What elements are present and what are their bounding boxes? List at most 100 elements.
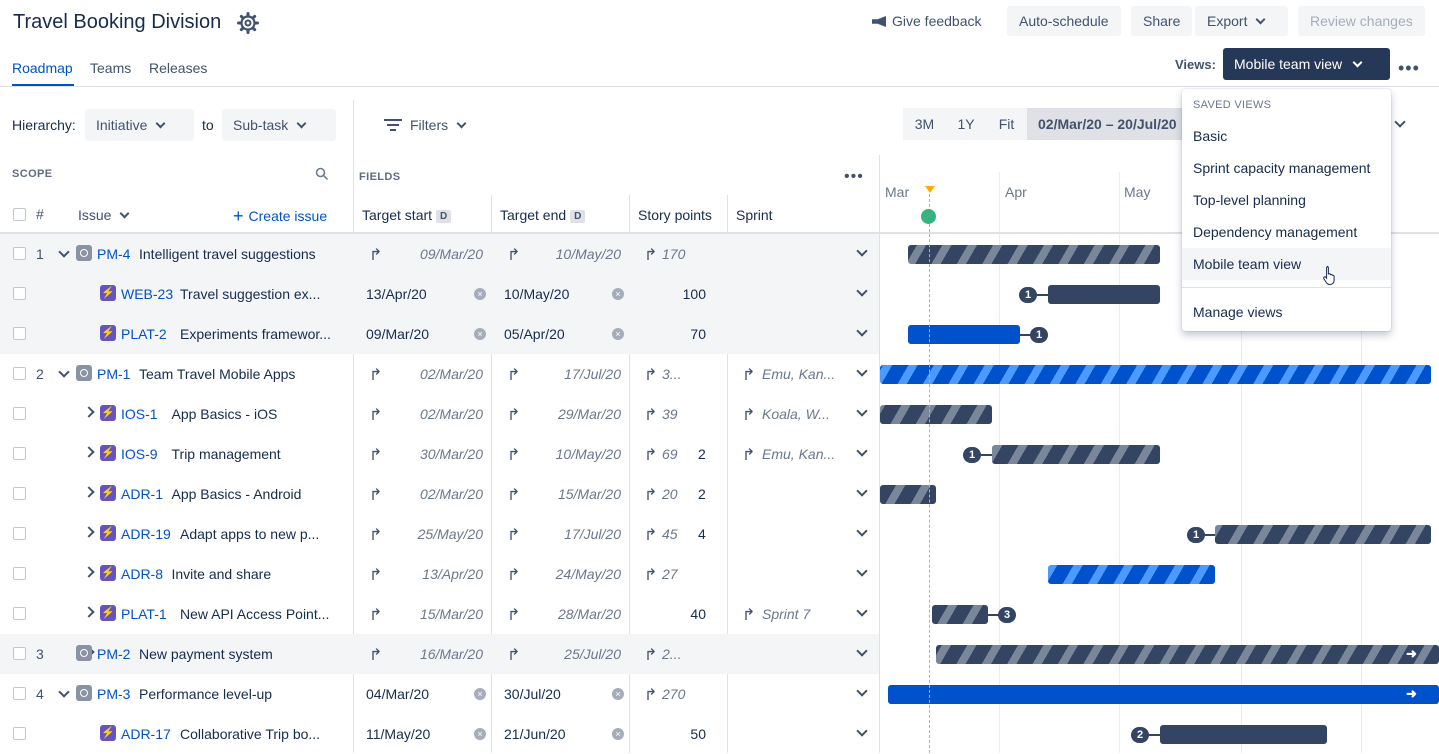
issue-key[interactable]: PM-3: [97, 686, 131, 702]
view-option-sprint-capacity[interactable]: Sprint capacity management: [1193, 160, 1371, 176]
issue-summary[interactable]: Experiments framewor...: [180, 326, 331, 342]
target-end-value[interactable]: 10/May/20: [555, 246, 621, 262]
search-icon[interactable]: [315, 167, 329, 186]
clear-icon[interactable]: ×: [474, 728, 486, 740]
target-end-value[interactable]: 24/May/20: [555, 566, 621, 582]
row-checkbox[interactable]: [13, 487, 26, 500]
story-points-value[interactable]: 40: [690, 606, 706, 622]
story-points-value[interactable]: 50: [690, 726, 706, 742]
clear-icon[interactable]: ×: [612, 688, 624, 700]
issue-key[interactable]: ADR-1: [121, 486, 164, 502]
issue-key[interactable]: ADR-19: [121, 526, 171, 542]
issue-summary[interactable]: App Basics - iOS: [171, 406, 278, 422]
sprint-value[interactable]: Emu, Kan...: [762, 446, 836, 462]
issue-summary[interactable]: Travel suggestion ex...: [180, 286, 321, 302]
target-start-value[interactable]: 04/Mar/20: [366, 686, 430, 702]
story-points-rollup[interactable]: 39: [662, 406, 678, 422]
target-start-value[interactable]: 09/Mar/20: [419, 246, 483, 262]
view-option-dependency[interactable]: Dependency management: [1193, 224, 1358, 240]
timeline-bar[interactable]: [908, 325, 1020, 344]
story-points-value[interactable]: 100: [682, 286, 706, 302]
zoom-3m[interactable]: 3M: [903, 108, 946, 140]
row-checkbox[interactable]: [13, 647, 26, 660]
zoom-fit[interactable]: Fit: [986, 108, 1027, 140]
target-end-value[interactable]: 15/Mar/20: [557, 486, 621, 502]
clear-icon[interactable]: ×: [474, 288, 486, 300]
target-start-value[interactable]: 11/May/20: [366, 726, 431, 742]
target-start-value[interactable]: 02/Mar/20: [419, 486, 483, 502]
issue-summary[interactable]: Collaborative Trip bo...: [180, 726, 321, 742]
story-points-rollup[interactable]: 2...: [662, 646, 682, 662]
target-end-value[interactable]: 05/Apr/20: [504, 326, 565, 342]
give-feedback-button[interactable]: Give feedback: [860, 6, 994, 36]
export-button[interactable]: Export: [1195, 6, 1288, 36]
fields-more-icon[interactable]: •••: [844, 168, 864, 185]
hierarchy-to-select[interactable]: Sub-task: [222, 109, 336, 141]
target-end-value[interactable]: 30/Jul/20: [504, 686, 561, 702]
target-start-value[interactable]: 13/Apr/20: [422, 566, 483, 582]
timeline-bar[interactable]: [936, 645, 1439, 664]
issue-key[interactable]: IOS-9: [121, 446, 158, 462]
target-start-value[interactable]: 02/Mar/20: [419, 406, 483, 422]
table-row[interactable]: ⚡ IOS-1 App Basics - iOS ↱ 02/Mar/20 ↱ 29/Mar/…: [0, 394, 1439, 434]
target-end-value[interactable]: 28/Mar/20: [557, 606, 621, 622]
target-start-value[interactable]: 09/Mar/20: [366, 326, 430, 342]
story-points-rollup[interactable]: 45: [662, 526, 678, 542]
dependency-badge[interactable]: 1: [1187, 527, 1205, 543]
zoom-1y[interactable]: 1Y: [946, 108, 986, 140]
target-start-value[interactable]: 13/Apr/20: [366, 286, 427, 302]
target-end-value[interactable]: 25/Jul/20: [564, 646, 621, 662]
issue-summary[interactable]: App Basics - Android: [171, 486, 302, 502]
target-end-value[interactable]: 10/May/20: [555, 446, 621, 462]
table-row[interactable]: 3 PM-2 New payment system ↱ 16/Mar/20 ↱ 25/Jul…: [0, 634, 1439, 674]
share-button[interactable]: Share: [1131, 6, 1193, 36]
issue-key[interactable]: PLAT-1: [121, 606, 167, 622]
manage-views-button[interactable]: Manage views: [1193, 304, 1283, 320]
issue-key[interactable]: PM-4: [97, 246, 131, 262]
target-end-value[interactable]: 29/Mar/20: [557, 406, 621, 422]
table-row[interactable]: ⚡ ADR-1 App Basics - Android ↱ 02/Mar/20 ↱ 15/…: [0, 474, 1439, 514]
sprint-value[interactable]: Sprint 7: [762, 606, 811, 622]
sprint-header[interactable]: Sprint: [736, 207, 773, 223]
auto-schedule-button[interactable]: Auto-schedule: [1007, 6, 1121, 36]
timeline-bar[interactable]: [888, 685, 1439, 704]
dependency-badge[interactable]: 1: [1030, 327, 1048, 343]
dependency-badge[interactable]: 2: [1131, 727, 1149, 743]
target-start-value[interactable]: 25/May/20: [417, 526, 483, 542]
issue-key[interactable]: ADR-8: [121, 566, 164, 582]
story-points-rollup[interactable]: 3...: [662, 366, 682, 382]
clear-icon[interactable]: ×: [612, 328, 624, 340]
view-option-basic[interactable]: Basic: [1193, 128, 1228, 144]
timeline-bar[interactable]: [932, 605, 988, 624]
row-checkbox[interactable]: [13, 247, 26, 260]
row-checkbox[interactable]: [13, 687, 26, 700]
row-checkbox[interactable]: [13, 287, 26, 300]
target-end-header[interactable]: Target end D: [500, 207, 586, 223]
story-points-value[interactable]: 2: [698, 486, 706, 502]
issue-summary[interactable]: Invite and share: [171, 566, 272, 582]
target-end-value[interactable]: 21/Jun/20: [504, 726, 566, 742]
story-points-value[interactable]: 2: [698, 446, 706, 462]
dependency-badge[interactable]: 1: [963, 447, 981, 463]
target-end-value[interactable]: 17/Jul/20: [564, 526, 621, 542]
issue-key[interactable]: ADR-17: [121, 726, 171, 742]
target-start-header[interactable]: Target start D: [362, 207, 452, 223]
story-points-rollup[interactable]: 69: [662, 446, 678, 462]
target-start-value[interactable]: 16/Mar/20: [419, 646, 483, 662]
timeline-bar[interactable]: [1215, 525, 1431, 544]
issue-key[interactable]: PM-1: [97, 366, 131, 382]
issue-summary[interactable]: Intelligent travel suggestions: [139, 246, 316, 262]
tab-releases[interactable]: Releases: [149, 60, 208, 76]
row-checkbox[interactable]: [13, 407, 26, 420]
more-options-icon[interactable]: •••: [1398, 58, 1420, 78]
clear-icon[interactable]: ×: [612, 728, 624, 740]
dependency-badge[interactable]: 1: [1019, 287, 1037, 303]
table-row[interactable]: ⚡ PLAT-2 Experiments framewor... 09/Mar/20 ×…: [0, 314, 1439, 354]
view-option-mobile-team[interactable]: Mobile team view: [1182, 248, 1391, 280]
row-checkbox[interactable]: [13, 727, 26, 740]
clear-icon[interactable]: ×: [612, 288, 624, 300]
sprint-value[interactable]: Emu, Kan...: [762, 366, 836, 382]
target-start-value[interactable]: 30/Mar/20: [419, 446, 483, 462]
issue-summary[interactable]: Team Travel Mobile Apps: [139, 366, 296, 382]
row-checkbox[interactable]: [13, 447, 26, 460]
